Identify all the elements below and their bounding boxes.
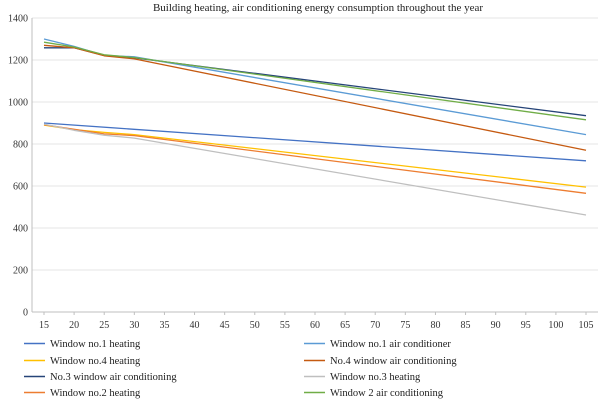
y-tick-label: 1200 xyxy=(8,56,28,67)
series-layer xyxy=(43,38,587,216)
legend-label: Window no.2 heating xyxy=(50,388,141,399)
x-tick-label: 65 xyxy=(340,320,350,331)
chart-title: Building heating, air conditioning energ… xyxy=(153,2,483,14)
legend-label: Window no.4 heating xyxy=(50,356,141,367)
series-line-7 xyxy=(43,123,587,216)
x-tick-label: 105 xyxy=(579,320,594,331)
y-tick-label: 400 xyxy=(13,224,28,235)
x-tick-label: 30 xyxy=(129,320,139,331)
y-tick-label: 1000 xyxy=(8,98,28,109)
legend: Window no.1 heating Window no.4 heating No… xyxy=(24,339,457,399)
x-tick-label: 70 xyxy=(370,320,380,331)
legend-label: No.4 window air conditioning xyxy=(330,356,457,367)
y-tick-label: 200 xyxy=(13,266,28,277)
x-tick-label: 35 xyxy=(159,320,169,331)
x-tick-label: 20 xyxy=(69,320,79,331)
series-line-5 xyxy=(43,38,587,136)
y-tick-label: 1400 xyxy=(8,14,28,25)
x-tick-label: 55 xyxy=(280,320,290,331)
legend-label: No.3 window air conditioning xyxy=(50,372,177,383)
legend-label: Window 2 air conditioning xyxy=(330,388,444,399)
x-tick-label: 60 xyxy=(310,320,320,331)
x-tick-label: 95 xyxy=(521,320,531,331)
x-tick-label: 45 xyxy=(220,320,230,331)
x-tick-label: 50 xyxy=(250,320,260,331)
y-tick-label: 600 xyxy=(13,182,28,193)
x-tick-label: 85 xyxy=(461,320,471,331)
legend-label: Window no.3 heating xyxy=(330,372,421,383)
x-tick-label: 25 xyxy=(99,320,109,331)
x-tick-label: 100 xyxy=(548,320,563,331)
x-tick-label: 75 xyxy=(400,320,410,331)
legend-label: Window no.1 air conditioner xyxy=(330,339,451,350)
series-line-4 xyxy=(43,124,587,194)
x-tick-label: 80 xyxy=(430,320,440,331)
axis-layer: 0 200 400 600 800 1000 1200 1400 15 20 25 30 35 40 45 5… xyxy=(8,14,598,331)
x-tick-label: 90 xyxy=(491,320,501,331)
series-line-8 xyxy=(43,41,587,121)
y-tick-label: 0 xyxy=(23,308,28,319)
series-line-6 xyxy=(43,44,587,151)
x-tick-label: 15 xyxy=(39,320,49,331)
series-line-1 xyxy=(43,122,587,162)
legend-label: Window no.1 heating xyxy=(50,339,141,350)
grid-layer xyxy=(32,17,598,271)
x-tick-label: 40 xyxy=(190,320,200,331)
y-tick-label: 800 xyxy=(13,140,28,151)
